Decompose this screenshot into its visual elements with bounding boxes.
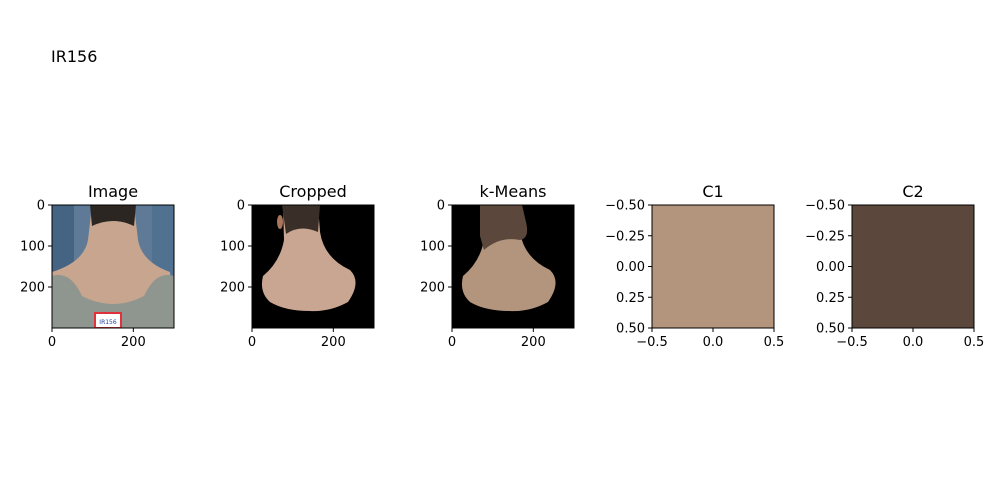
y-tick-label: 0.50 — [816, 322, 845, 337]
x-tick-label: −0.5 — [636, 335, 668, 350]
kmeans-cluster-dark — [480, 205, 528, 250]
kmeans-image — [452, 205, 574, 328]
panel-c2: C2 −0.5 0.0 0.5 −0.50 −0.25 0.00 0.25 0.50 — [805, 182, 984, 350]
y-axis: 0 100 200 — [420, 199, 452, 296]
photo-shirt — [52, 274, 174, 328]
x-tick-label: 200 — [321, 335, 346, 350]
panel-title: C1 — [702, 182, 723, 201]
panel-cropped: Cropped 0 200 0 100 200 — [220, 182, 375, 350]
cropped-hair — [282, 205, 320, 234]
x-tick-label: 0 — [448, 335, 456, 350]
photo-label-text: IR156 — [99, 319, 117, 326]
cropped-skin — [261, 205, 356, 312]
y-tick-label: 0.00 — [816, 260, 845, 275]
y-tick-label: 100 — [20, 240, 45, 255]
y-tick-label: 0.50 — [616, 322, 645, 337]
panel-title: Image — [88, 182, 138, 201]
y-tick-label: −0.50 — [805, 199, 845, 214]
x-tick-label: 0.0 — [703, 335, 724, 350]
y-axis: 0 100 200 — [220, 199, 252, 296]
x-tick-label: 0.0 — [903, 335, 924, 350]
cropped-ear — [277, 215, 283, 229]
y-tick-label: 0 — [37, 199, 45, 214]
photo-hair — [90, 205, 136, 226]
figure-title: IR156 — [51, 47, 98, 66]
y-tick-label: 200 — [220, 281, 245, 296]
panel-title: Cropped — [279, 182, 347, 201]
x-tick-label: 0.5 — [764, 335, 785, 350]
y-tick-label: 0.25 — [616, 291, 645, 306]
axes-frame — [51, 204, 175, 329]
panel-c1: C1 −0.5 0.0 0.5 −0.50 −0.25 0.00 0.25 0.50 — [605, 182, 784, 350]
x-axis: 0 200 — [448, 328, 546, 350]
y-tick-label: 100 — [220, 240, 245, 255]
panel-title: k-Means — [480, 182, 547, 201]
c2-color-swatch — [852, 205, 974, 328]
x-axis: 0 200 — [248, 328, 346, 350]
x-tick-label: 200 — [121, 335, 146, 350]
axes-frame — [251, 204, 375, 329]
y-tick-label: −0.25 — [605, 229, 645, 244]
y-tick-label: 0 — [237, 199, 245, 214]
axes-frame — [451, 204, 575, 329]
y-tick-label: 0.00 — [616, 260, 645, 275]
panel-title: C2 — [902, 182, 923, 201]
c1-color-swatch — [652, 205, 774, 328]
y-tick-label: 200 — [20, 281, 45, 296]
panel-image: Image IR156 0 200 0 100 200 — [20, 182, 175, 350]
y-axis: −0.50 −0.25 0.00 0.25 0.50 — [805, 199, 852, 337]
x-tick-label: 0 — [248, 335, 256, 350]
x-tick-label: −0.5 — [836, 335, 868, 350]
x-tick-label: 200 — [521, 335, 546, 350]
x-tick-label: 0.5 — [964, 335, 985, 350]
x-axis: −0.5 0.0 0.5 — [636, 328, 784, 350]
x-tick-label: 0 — [48, 335, 56, 350]
y-tick-label: −0.50 — [605, 199, 645, 214]
y-axis: 0 100 200 — [20, 199, 52, 296]
y-tick-label: 100 — [420, 240, 445, 255]
panel-kmeans: k-Means 0 200 0 100 200 — [420, 182, 575, 350]
y-axis: −0.50 −0.25 0.00 0.25 0.50 — [605, 199, 652, 337]
y-tick-label: −0.25 — [805, 229, 845, 244]
x-axis: 0 200 — [48, 328, 146, 350]
cropped-image — [252, 205, 374, 328]
y-tick-label: 200 — [420, 281, 445, 296]
y-tick-label: 0 — [437, 199, 445, 214]
photo-image: IR156 — [52, 205, 174, 328]
photo-label-frame — [94, 312, 122, 328]
x-axis: −0.5 0.0 0.5 — [836, 328, 984, 350]
y-tick-label: 0.25 — [816, 291, 845, 306]
